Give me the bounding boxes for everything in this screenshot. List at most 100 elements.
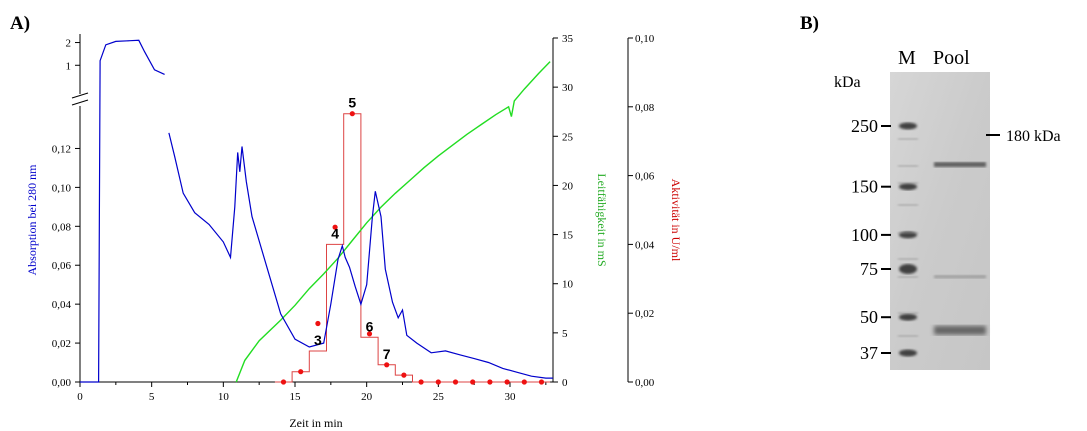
conductivity-series: [235, 61, 551, 383]
fraction-label: 6: [366, 318, 374, 334]
y-conductivity-tick-label: 15: [562, 230, 574, 242]
activity-step-line: [274, 113, 551, 383]
y-activity-tick-label: 0,04: [635, 239, 655, 251]
x-tick-label: 30: [505, 391, 517, 403]
sample-band-45: [934, 325, 986, 335]
y-conductivity-tick-label: 0: [562, 377, 568, 389]
conductivity-line: [235, 61, 551, 383]
y-activity-tick-label: 0,06: [635, 171, 655, 183]
marker-band: [899, 264, 917, 274]
gel-bands: [898, 122, 986, 357]
marker-smear: [898, 276, 918, 278]
marker-ladder-label: 50: [860, 307, 878, 327]
axis-break-mark: [71, 92, 89, 99]
y-axis-activity-label: Aktivität in U/ml: [669, 179, 683, 262]
y-conductivity-tick-label: 10: [562, 279, 574, 291]
activity-point: [384, 362, 390, 368]
y-conductivity-tick-label: 35: [562, 33, 574, 45]
kda-unit-label: kDa: [834, 74, 861, 91]
x-tick-label: 25: [433, 391, 445, 403]
y-activity-tick-label: 0,10: [635, 33, 655, 45]
y-conductivity-tick-label: 25: [562, 131, 574, 143]
marker-band: [899, 313, 917, 321]
activity-point: [452, 379, 459, 385]
y-conductivity-tick-label: 5: [562, 328, 568, 340]
marker-ladder-label: 75: [860, 259, 878, 279]
activity-point: [521, 379, 527, 385]
x-tick-label: 10: [218, 391, 230, 403]
activity-point: [418, 379, 424, 385]
absorption-line: [80, 39, 165, 383]
marker-ladder-label: 150: [851, 177, 878, 197]
activity-point: [487, 379, 493, 385]
activity-point: [349, 111, 355, 117]
activity-point: [332, 224, 338, 230]
y-left-tick-label: 0,08: [52, 221, 72, 233]
y-left-tick-label: 0,10: [52, 182, 72, 194]
chromatogram-chart: 0 5 10 15 20 25 300,000,020,040,060,080,100,12…: [52, 33, 655, 403]
activity-point: [470, 379, 476, 385]
fraction-label: 7: [383, 346, 391, 362]
y-left-tick-label: 0,12: [52, 143, 71, 155]
marker-smear: [898, 204, 918, 206]
gel-background: [890, 72, 990, 370]
marker-ladder-labels: 250 150 100 75 50 37: [851, 116, 891, 363]
fraction-label: 3: [314, 332, 322, 348]
marker-band: [899, 349, 917, 357]
activity-point: [504, 379, 510, 385]
marker-smear: [898, 312, 918, 314]
lane-label-pool: Pool: [933, 47, 970, 69]
fraction-label: 5: [348, 95, 356, 111]
fraction-label: 4: [331, 225, 339, 241]
y-conductivity-tick-label: 20: [562, 180, 574, 192]
marker-band: [899, 183, 917, 191]
activity-series: [274, 111, 551, 385]
panel-a-label: A): [10, 13, 30, 34]
marker-smear: [898, 182, 918, 184]
activity-point: [435, 379, 441, 385]
x-tick-label: 15: [290, 391, 302, 403]
sample-band-70: [934, 275, 986, 279]
x-axis-label: Zeit in min: [289, 416, 342, 430]
y-activity-tick-label: 0,08: [635, 102, 655, 114]
fraction-labels: 3 4 5 67: [314, 95, 391, 362]
absorption-series: [80, 39, 553, 383]
y-left-tick-label: 0,06: [52, 260, 72, 272]
marker-band: [899, 122, 917, 130]
y-conductivity-tick-label: 30: [562, 82, 574, 94]
activity-point: [280, 379, 287, 385]
panel-b-label: B): [800, 13, 819, 34]
y-left-tick-label: 1: [66, 60, 72, 72]
marker-smear: [898, 335, 918, 337]
activity-point: [401, 372, 407, 378]
marker-smear: [898, 165, 918, 167]
marker-ladder-label: 37: [860, 343, 878, 363]
band-annotation: 180 kDa: [1006, 128, 1061, 145]
axis-break-mark: [71, 99, 89, 106]
marker-ladder-label: 100: [851, 225, 878, 245]
sample-band-180: [934, 162, 986, 168]
activity-point: [366, 331, 373, 337]
sds-gel-panel: M Pool kDa 250 150 100 75 50 37 180 kDa: [834, 47, 1061, 370]
x-tick-label: 20: [361, 391, 373, 403]
y-left-tick-label: 2: [66, 38, 72, 50]
y-axis-conductivity-label: Leitfähigkeit in mS: [595, 173, 609, 266]
y-left-tick-label: 0,00: [52, 377, 72, 389]
y-left-tick-label: 0,02: [52, 338, 71, 350]
activity-point: [298, 369, 304, 375]
activity-point: [538, 379, 545, 385]
absorption-line: [168, 132, 553, 379]
y-activity-tick-label: 0,00: [635, 377, 655, 389]
activity-point: [315, 320, 321, 327]
marker-ladder-label: 250: [851, 116, 878, 136]
y-activity-tick-label: 0,02: [635, 308, 654, 320]
y-axis-left-label: Absorption bei 280 nm: [25, 164, 39, 276]
marker-smear: [898, 258, 918, 260]
marker-smear: [898, 232, 918, 234]
x-tick-label: 0: [77, 391, 83, 403]
lane-label-m: M: [898, 47, 916, 69]
y-left-tick-label: 0,04: [52, 299, 72, 311]
marker-smear: [898, 138, 918, 140]
chromatogram-axes: 0 5 10 15 20 25 300,000,020,040,060,080,100,12…: [52, 33, 655, 403]
